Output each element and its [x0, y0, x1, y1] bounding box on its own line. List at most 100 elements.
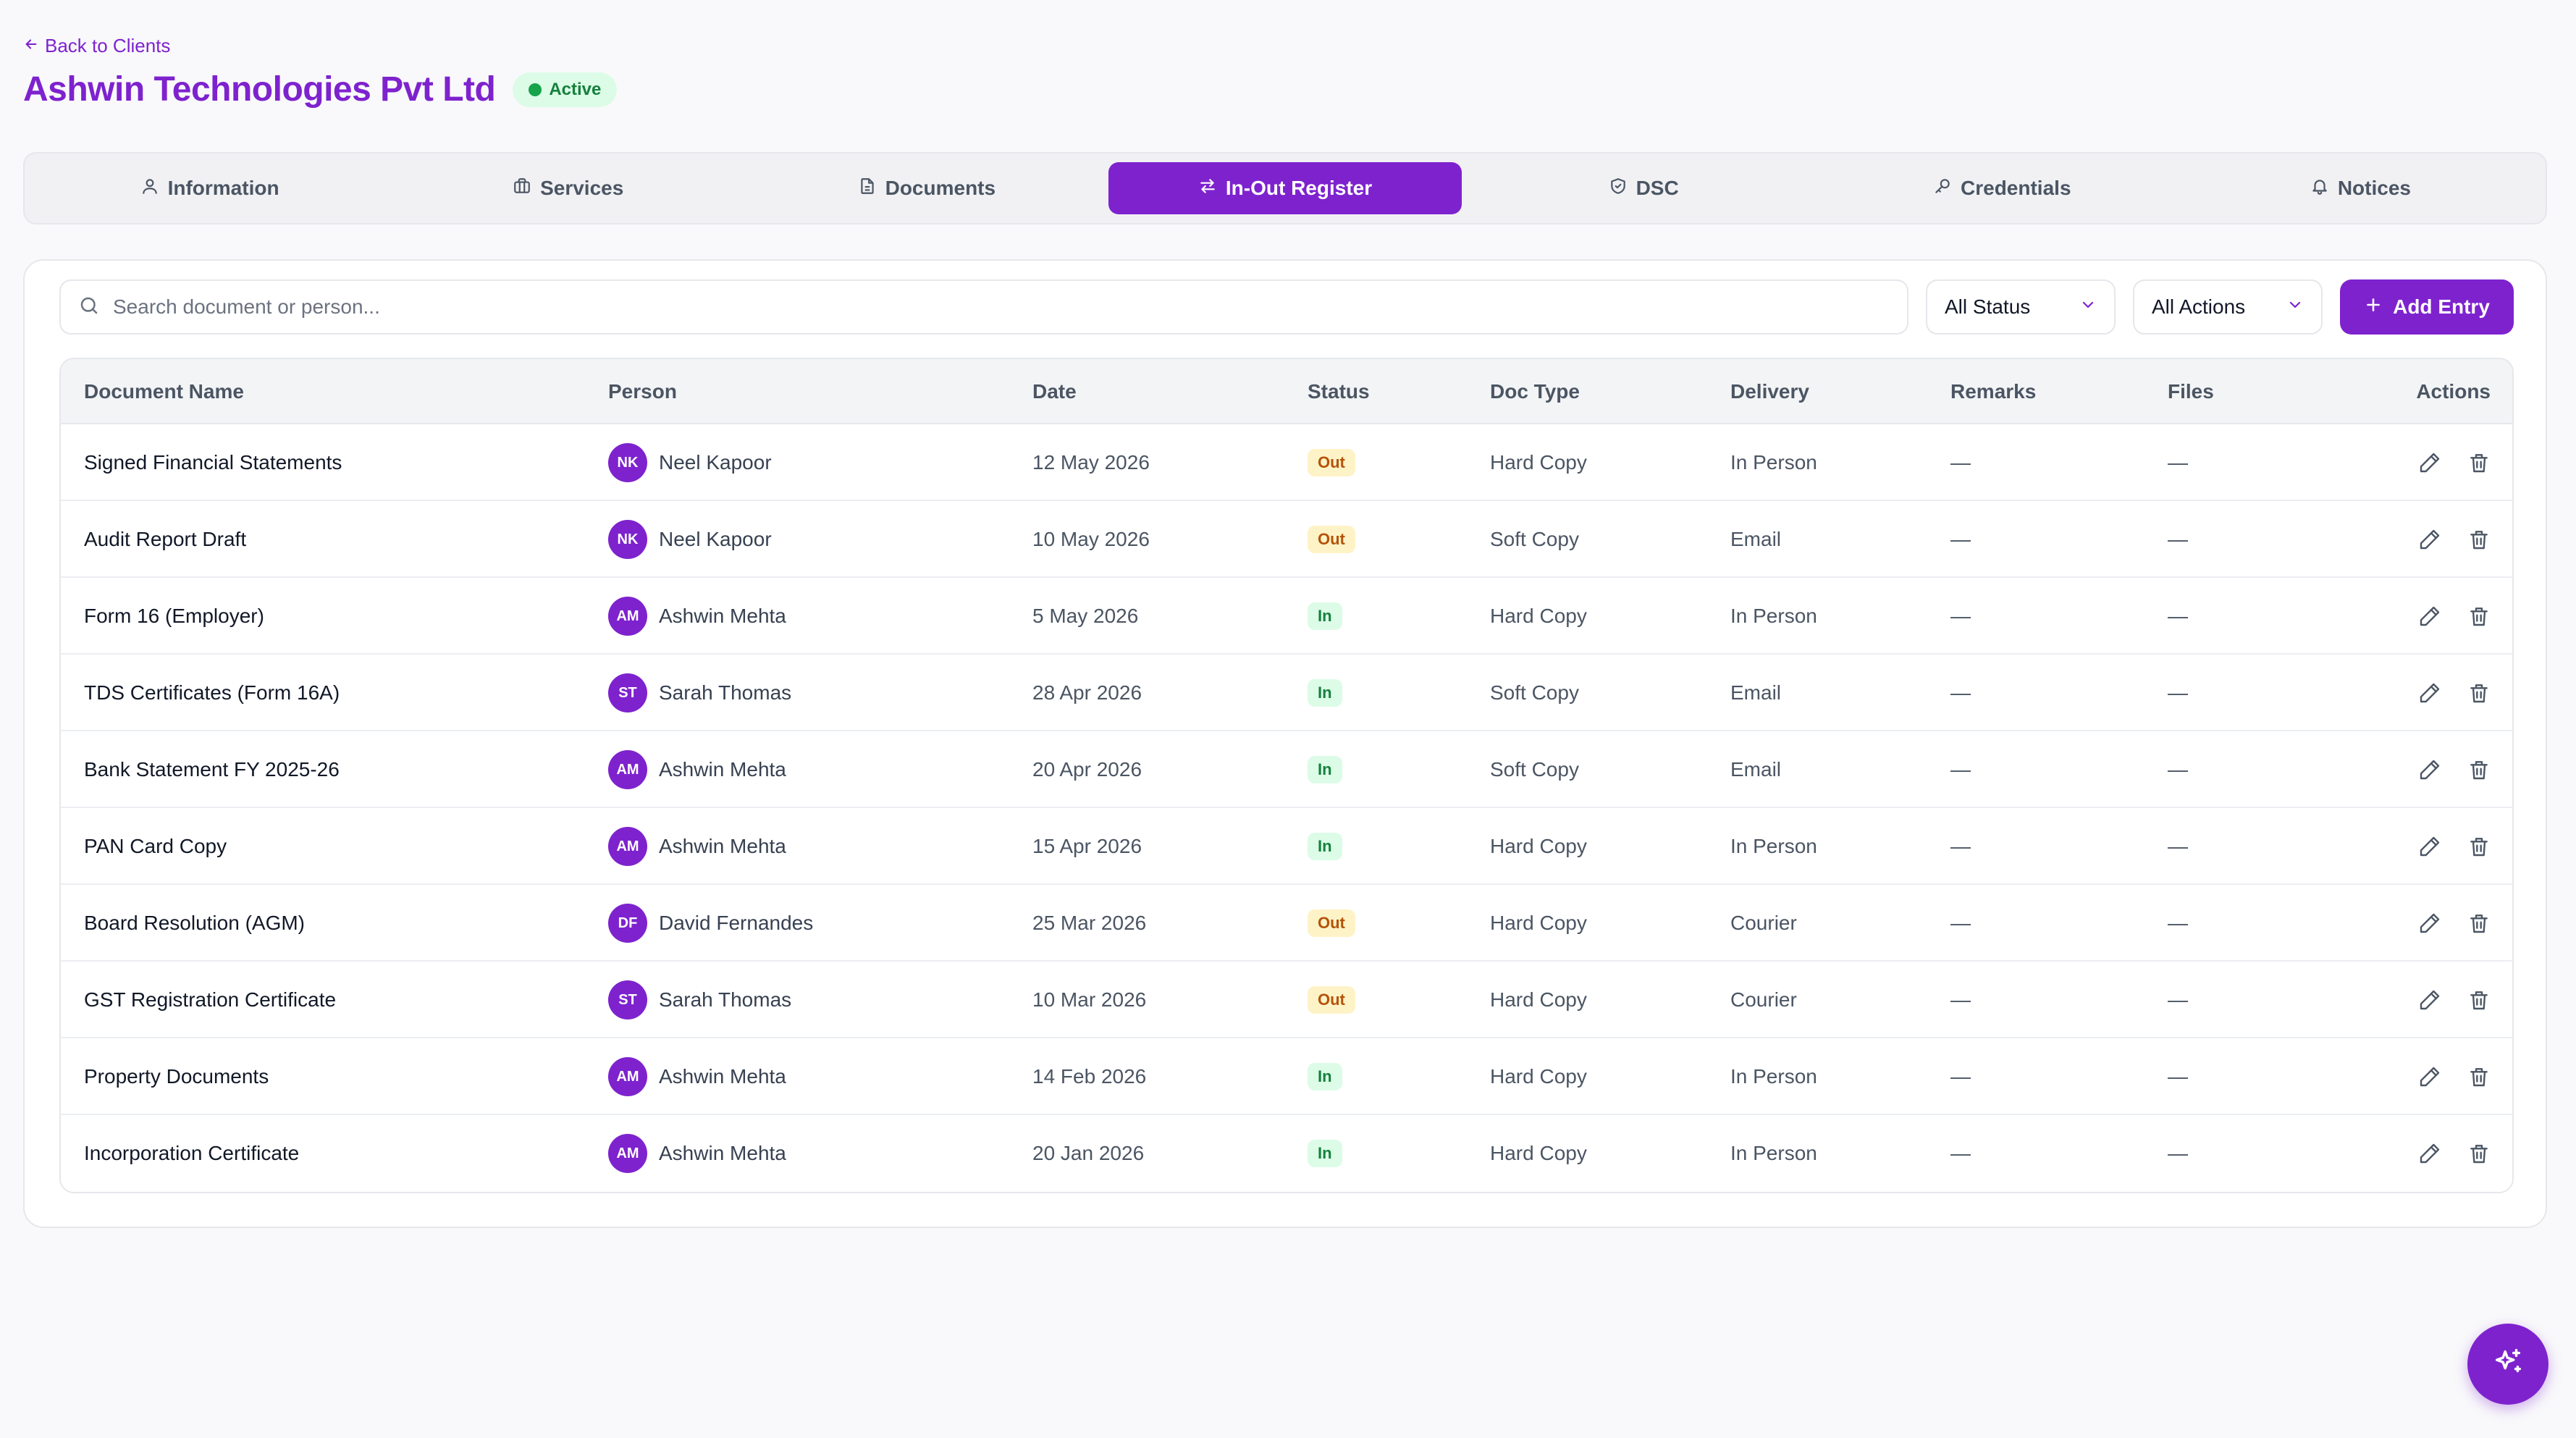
delete-trash-icon[interactable] — [2467, 988, 2491, 1012]
status-badge: Active — [513, 72, 618, 107]
delivery-cell: Courier — [1730, 912, 1797, 934]
status-filter-select[interactable]: All Status — [1926, 279, 2116, 335]
date-cell: 20 Jan 2026 — [1032, 1142, 1145, 1164]
status-cell: In — [1308, 731, 1342, 808]
table-row[interactable]: Signed Financial Statements NK Neel Kapoor… — [61, 424, 2512, 501]
delivery-cell: In Person — [1730, 605, 1817, 627]
delete-trash-icon[interactable] — [2467, 605, 2491, 628]
search-box[interactable] — [59, 279, 1908, 335]
tab-notices[interactable]: Notices — [2184, 162, 2537, 214]
status-badge: In — [1308, 602, 1342, 630]
person-cell: NK Neel Kapoor — [608, 424, 772, 501]
delete-trash-icon[interactable] — [2467, 1142, 2491, 1165]
column-header[interactable]: Status — [1308, 380, 1370, 403]
column-header[interactable]: Remarks — [1950, 380, 2037, 403]
doc-type-cell: Soft Copy — [1490, 528, 1579, 550]
status-badge-label: Active — [549, 79, 602, 99]
tab-bar: Information Services Documents In-Out Re… — [23, 152, 2547, 224]
delete-trash-icon[interactable] — [2467, 1065, 2491, 1088]
delete-trash-icon[interactable] — [2467, 835, 2491, 858]
tab-label: Documents — [885, 177, 996, 199]
add-entry-button[interactable]: Add Entry — [2340, 279, 2514, 335]
tab-documents[interactable]: Documents — [750, 162, 1103, 214]
page-title: Ashwin Technologies Pvt Ltd — [23, 70, 496, 109]
person-name: Ashwin Mehta — [659, 835, 786, 857]
avatar: AM — [608, 827, 647, 866]
table-row[interactable]: Property Documents AM Ashwin Mehta 14 Feb 2… — [61, 1038, 2512, 1115]
tab-information[interactable]: Information — [33, 162, 386, 214]
edit-pencil-icon[interactable] — [2418, 605, 2441, 628]
status-badge: Out — [1308, 986, 1355, 1014]
tab-services[interactable]: Services — [392, 162, 744, 214]
edit-pencil-icon[interactable] — [2418, 451, 2441, 474]
status-badge: In — [1308, 1140, 1342, 1167]
tab-dsc[interactable]: DSC — [1468, 162, 1820, 214]
edit-pencil-icon[interactable] — [2418, 1142, 2441, 1165]
table-row[interactable]: PAN Card Copy AM Ashwin Mehta 15 Apr 2026 In… — [61, 808, 2512, 885]
avatar: DF — [608, 904, 647, 943]
arrow-left-icon — [23, 35, 39, 57]
person-cell: NK Neel Kapoor — [608, 501, 772, 578]
table-row[interactable]: Board Resolution (AGM) DF David Fernandes 2… — [61, 885, 2512, 962]
person-name: Sarah Thomas — [659, 988, 792, 1011]
column-header[interactable]: Doc Type — [1490, 380, 1580, 403]
shield-icon — [1609, 177, 1628, 201]
remarks-cell: — — [1950, 1065, 1971, 1088]
delete-trash-icon[interactable] — [2467, 758, 2491, 781]
person-name: Sarah Thomas — [659, 681, 792, 704]
edit-pencil-icon[interactable] — [2418, 528, 2441, 551]
table-row[interactable]: Form 16 (Employer) AM Ashwin Mehta 5 May 20… — [61, 578, 2512, 655]
table-row[interactable]: TDS Certificates (Form 16A) ST Sarah Thoma… — [61, 655, 2512, 731]
tab-label: In-Out Register — [1225, 177, 1373, 199]
column-header[interactable]: Delivery — [1730, 380, 1809, 403]
table-row[interactable]: GST Registration Certificate ST Sarah Thom… — [61, 962, 2512, 1038]
table-row[interactable]: Bank Statement FY 2025-26 AM Ashwin Mehta 2… — [61, 731, 2512, 808]
person-name: Neel Kapoor — [659, 451, 772, 474]
date-cell: 14 Feb 2026 — [1032, 1065, 1147, 1088]
column-header[interactable]: Person — [608, 380, 677, 403]
doc-type-cell: Soft Copy — [1490, 681, 1579, 704]
person-name: Neel Kapoor — [659, 528, 772, 550]
delete-trash-icon[interactable] — [2467, 451, 2491, 474]
edit-pencil-icon[interactable] — [2418, 758, 2441, 781]
table-row[interactable]: Incorporation Certificate AM Ashwin Mehta 2… — [61, 1115, 2512, 1192]
actions-cell — [2418, 962, 2491, 1038]
action-filter-select[interactable]: All Actions — [2133, 279, 2323, 335]
files-cell: — — [2168, 528, 2188, 550]
edit-pencil-icon[interactable] — [2418, 1065, 2441, 1088]
date-cell: 12 May 2026 — [1032, 451, 1150, 474]
delete-trash-icon[interactable] — [2467, 528, 2491, 551]
edit-pencil-icon[interactable] — [2418, 988, 2441, 1012]
files-cell: — — [2168, 451, 2188, 474]
search-input[interactable] — [113, 295, 1890, 319]
edit-pencil-icon[interactable] — [2418, 681, 2441, 705]
ai-assistant-button[interactable] — [2467, 1324, 2548, 1405]
tab-in-out-register[interactable]: In-Out Register — [1108, 162, 1462, 214]
avatar: ST — [608, 673, 647, 712]
document-name-cell: Form 16 (Employer) — [84, 605, 264, 627]
remarks-cell: — — [1950, 835, 1971, 857]
delete-trash-icon[interactable] — [2467, 681, 2491, 705]
edit-pencil-icon[interactable] — [2418, 912, 2441, 935]
delete-trash-icon[interactable] — [2467, 912, 2491, 935]
avatar: AM — [608, 1134, 647, 1173]
delivery-cell: Courier — [1730, 988, 1797, 1011]
back-to-clients-link[interactable]: Back to Clients — [23, 35, 170, 57]
table-row[interactable]: Audit Report Draft NK Neel Kapoor 10 May 20… — [61, 501, 2512, 578]
doc-type-cell: Hard Copy — [1490, 451, 1587, 474]
tab-label: Notices — [2337, 177, 2411, 199]
column-header: Actions — [2416, 380, 2491, 403]
remarks-cell: — — [1950, 988, 1971, 1011]
remarks-cell: — — [1950, 912, 1971, 934]
date-cell: 10 May 2026 — [1032, 528, 1150, 550]
edit-pencil-icon[interactable] — [2418, 835, 2441, 858]
document-name-cell: GST Registration Certificate — [84, 988, 337, 1011]
document-name-cell: Board Resolution (AGM) — [84, 912, 306, 934]
tab-credentials[interactable]: Credentials — [1826, 162, 2179, 214]
arrows-swap-icon — [1198, 177, 1217, 201]
column-header[interactable]: Files — [2168, 380, 2214, 403]
actions-cell — [2418, 1115, 2491, 1192]
column-header[interactable]: Document Name — [84, 380, 244, 403]
column-header[interactable]: Date — [1032, 380, 1077, 403]
